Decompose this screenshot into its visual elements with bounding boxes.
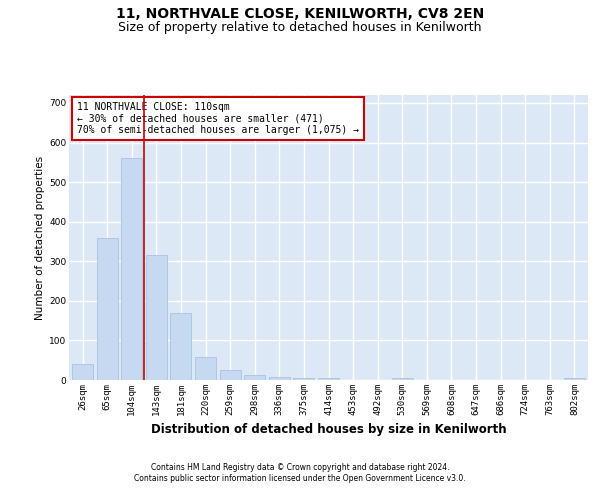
Text: Contains HM Land Registry data © Crown copyright and database right 2024.: Contains HM Land Registry data © Crown c…	[151, 462, 449, 471]
Bar	[97, 238, 118, 380]
Bar	[220, 370, 241, 380]
Bar	[121, 158, 142, 380]
Bar	[244, 375, 265, 380]
Bar	[293, 378, 314, 380]
Text: Distribution of detached houses by size in Kenilworth: Distribution of detached houses by size …	[151, 422, 506, 436]
Bar	[72, 364, 93, 380]
Text: Contains public sector information licensed under the Open Government Licence v3: Contains public sector information licen…	[134, 474, 466, 483]
Text: 11, NORTHVALE CLOSE, KENILWORTH, CV8 2EN: 11, NORTHVALE CLOSE, KENILWORTH, CV8 2EN	[116, 8, 484, 22]
Bar	[195, 357, 216, 380]
Text: 11 NORTHVALE CLOSE: 110sqm
← 30% of detached houses are smaller (471)
70% of sem: 11 NORTHVALE CLOSE: 110sqm ← 30% of deta…	[77, 102, 359, 136]
Bar	[392, 378, 413, 380]
Bar	[318, 378, 339, 380]
Text: Size of property relative to detached houses in Kenilworth: Size of property relative to detached ho…	[118, 21, 482, 34]
Y-axis label: Number of detached properties: Number of detached properties	[35, 156, 45, 320]
Bar	[564, 378, 585, 380]
Bar	[269, 377, 290, 380]
Bar	[146, 256, 167, 380]
Bar	[170, 312, 191, 380]
